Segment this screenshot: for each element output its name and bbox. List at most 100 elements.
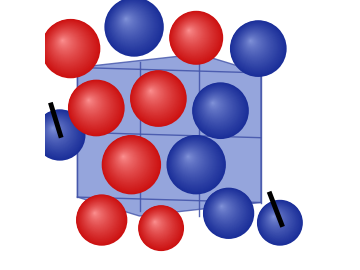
Circle shape [45, 120, 67, 142]
Circle shape [266, 209, 286, 229]
Circle shape [215, 199, 234, 218]
Circle shape [85, 97, 94, 106]
Circle shape [144, 84, 162, 102]
Circle shape [180, 149, 201, 170]
Circle shape [192, 82, 249, 139]
Circle shape [186, 27, 194, 35]
Circle shape [62, 40, 63, 41]
Circle shape [34, 109, 86, 161]
Circle shape [109, 142, 149, 182]
Circle shape [87, 99, 91, 103]
Circle shape [53, 31, 78, 56]
Circle shape [204, 94, 228, 118]
Circle shape [208, 193, 245, 230]
Circle shape [235, 25, 279, 69]
Circle shape [46, 121, 65, 140]
Circle shape [70, 82, 121, 133]
Circle shape [41, 19, 99, 77]
Circle shape [132, 72, 183, 123]
Circle shape [197, 87, 240, 130]
Circle shape [47, 25, 90, 68]
Circle shape [137, 77, 175, 115]
Circle shape [172, 140, 216, 185]
Circle shape [145, 86, 159, 100]
Circle shape [113, 6, 149, 42]
Circle shape [193, 83, 247, 137]
Circle shape [118, 11, 140, 33]
Circle shape [239, 29, 270, 61]
Circle shape [258, 201, 300, 243]
Circle shape [264, 207, 291, 233]
Circle shape [267, 210, 285, 228]
Circle shape [40, 115, 76, 151]
Circle shape [60, 38, 66, 44]
Circle shape [42, 117, 72, 147]
Circle shape [82, 201, 116, 234]
Circle shape [143, 83, 164, 104]
Circle shape [203, 93, 230, 120]
Circle shape [208, 99, 220, 110]
Circle shape [196, 86, 243, 133]
Circle shape [187, 156, 189, 157]
Circle shape [120, 154, 128, 161]
Circle shape [213, 198, 236, 221]
Circle shape [104, 137, 157, 191]
Circle shape [209, 194, 244, 228]
Circle shape [213, 198, 235, 220]
Circle shape [169, 138, 221, 190]
Circle shape [73, 85, 115, 126]
Circle shape [44, 120, 67, 143]
Circle shape [206, 96, 225, 116]
Circle shape [272, 215, 276, 218]
Circle shape [179, 147, 204, 173]
Circle shape [220, 205, 224, 209]
Circle shape [206, 97, 224, 114]
Circle shape [69, 81, 123, 134]
Circle shape [263, 206, 292, 235]
Circle shape [114, 7, 147, 40]
Circle shape [149, 90, 152, 92]
Circle shape [208, 98, 221, 111]
Circle shape [153, 221, 157, 224]
Circle shape [142, 209, 177, 245]
Circle shape [111, 145, 144, 177]
Circle shape [143, 83, 163, 103]
Circle shape [61, 39, 65, 43]
Circle shape [80, 92, 103, 114]
Circle shape [77, 196, 125, 243]
Circle shape [269, 212, 281, 224]
Circle shape [245, 35, 260, 51]
Circle shape [76, 87, 111, 123]
Circle shape [48, 26, 88, 66]
Circle shape [116, 9, 144, 37]
Circle shape [44, 119, 68, 143]
Circle shape [211, 196, 239, 224]
Circle shape [257, 200, 303, 246]
Circle shape [81, 93, 101, 113]
Circle shape [175, 16, 214, 55]
Circle shape [249, 39, 253, 43]
Circle shape [131, 71, 185, 125]
Circle shape [79, 90, 105, 117]
Circle shape [210, 195, 241, 226]
Circle shape [142, 82, 166, 106]
Circle shape [261, 204, 295, 238]
Circle shape [212, 197, 238, 222]
Circle shape [117, 150, 134, 167]
Circle shape [112, 145, 143, 176]
Circle shape [132, 73, 182, 122]
Circle shape [76, 194, 127, 246]
Circle shape [210, 100, 217, 107]
Circle shape [84, 96, 96, 107]
Circle shape [91, 209, 101, 220]
Circle shape [82, 200, 117, 235]
Circle shape [45, 23, 93, 71]
Circle shape [107, 0, 160, 53]
Circle shape [212, 102, 214, 104]
Circle shape [200, 90, 234, 124]
Circle shape [201, 92, 233, 123]
Circle shape [231, 21, 285, 75]
Circle shape [151, 218, 161, 228]
Circle shape [198, 89, 238, 128]
Circle shape [49, 124, 58, 134]
